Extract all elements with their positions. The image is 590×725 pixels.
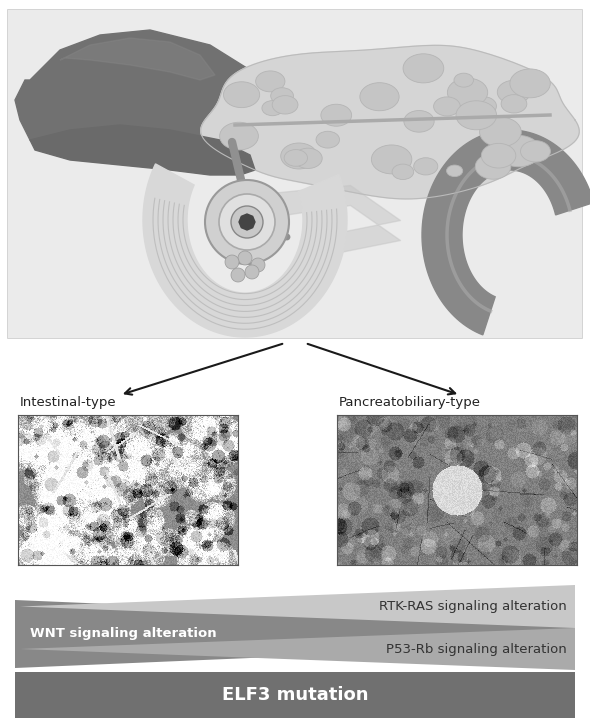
Ellipse shape [434,97,460,116]
Polygon shape [60,38,215,80]
FancyBboxPatch shape [8,10,582,338]
Circle shape [225,255,239,269]
Ellipse shape [510,69,550,98]
Ellipse shape [262,101,283,116]
Text: ELF3 mutation: ELF3 mutation [222,686,368,704]
Ellipse shape [447,78,488,107]
Ellipse shape [272,96,298,114]
Ellipse shape [501,95,527,113]
Bar [8,10,582,338]
Polygon shape [15,672,575,718]
Polygon shape [422,130,590,335]
Circle shape [245,265,259,279]
Circle shape [251,258,265,272]
Ellipse shape [219,123,258,150]
Ellipse shape [392,164,414,180]
Ellipse shape [470,96,496,115]
Polygon shape [15,30,265,170]
Polygon shape [30,125,255,175]
Ellipse shape [481,144,516,168]
Ellipse shape [224,82,260,107]
Polygon shape [20,628,575,670]
Text: WNT signaling alteration: WNT signaling alteration [30,628,217,640]
Ellipse shape [497,136,540,167]
Ellipse shape [414,158,438,175]
Circle shape [205,180,289,264]
Ellipse shape [454,73,474,87]
Ellipse shape [281,143,317,169]
Circle shape [219,194,275,250]
Ellipse shape [447,165,463,177]
Ellipse shape [456,101,497,130]
Ellipse shape [271,88,293,104]
Ellipse shape [360,83,399,111]
Ellipse shape [480,117,522,147]
Circle shape [231,268,245,282]
Polygon shape [201,46,579,199]
Ellipse shape [520,141,550,162]
Ellipse shape [371,145,412,174]
Ellipse shape [497,80,530,104]
Ellipse shape [321,104,352,126]
Ellipse shape [316,131,339,148]
Ellipse shape [476,154,511,179]
Ellipse shape [255,71,285,92]
Ellipse shape [404,110,434,132]
Ellipse shape [284,149,307,166]
Polygon shape [239,214,255,230]
Circle shape [238,251,252,265]
Text: Intestinal-type: Intestinal-type [20,396,117,409]
Polygon shape [20,585,575,628]
Circle shape [231,206,263,238]
Polygon shape [15,600,575,668]
Text: P53-Rb signaling alteration: P53-Rb signaling alteration [386,642,567,655]
Text: Pancreatobiliary-type: Pancreatobiliary-type [339,396,481,409]
Ellipse shape [403,54,444,83]
Ellipse shape [294,148,322,168]
Polygon shape [143,164,347,337]
Text: RTK-RAS signaling alteration: RTK-RAS signaling alteration [379,600,567,613]
